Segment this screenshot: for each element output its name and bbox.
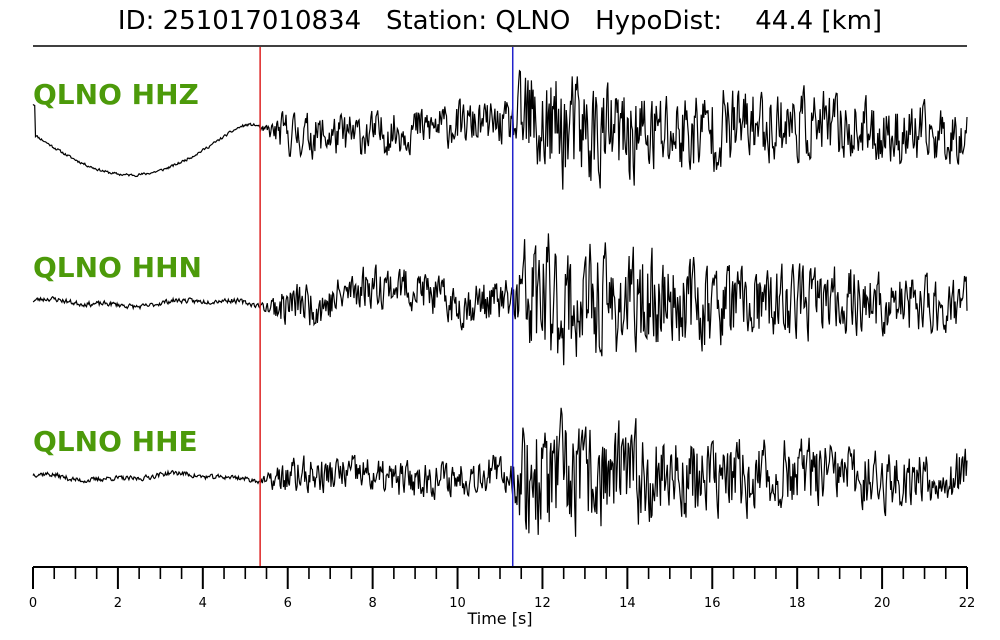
trace-label-1: QLNO HHZ [33,78,199,111]
tick-label-20: 20 [874,596,891,611]
tick-label-14: 14 [619,596,636,611]
trace-label-3: QLNO HHE [33,425,198,458]
tick-label-8: 8 [368,596,376,611]
tick-label-16: 16 [704,596,721,611]
tick-label-2: 2 [114,596,122,611]
time-axis: 0 2 4 6 8 10 12 14 16 18 20 22 Time [s] [29,566,976,628]
trace-line-3 [32,407,968,537]
trace-line-2 [32,233,968,366]
tick-label-10: 10 [449,596,466,611]
title-dist-label: HypoDist: [595,6,723,36]
tick-label-12: 12 [534,596,551,611]
traces-group [32,69,968,537]
title-station-label: Station: [385,6,488,36]
title-station-value: QLNO [495,6,571,36]
tick-label-6: 6 [284,596,292,611]
plot-title: ID: 251017010834 Station: QLNO HypoDist:… [0,6,1000,36]
trace-line-1 [32,69,968,190]
tick-label-0: 0 [29,596,37,611]
title-dist-value: 44.4 [755,6,814,36]
tick-label-18: 18 [789,596,806,611]
x-axis-label: Time [s] [466,609,532,628]
trace-labels-group: QLNO HHZ QLNO HHN QLNO HHE [33,78,202,458]
title-dist-unit: [km] [821,6,883,36]
title-id-label: ID: [117,6,155,36]
picks-group [259,47,514,566]
tick-label-4: 4 [199,596,207,611]
title-id-value: 251017010834 [162,6,362,36]
trace-label-2: QLNO HHN [33,251,202,284]
tick-label-22: 22 [959,596,976,611]
